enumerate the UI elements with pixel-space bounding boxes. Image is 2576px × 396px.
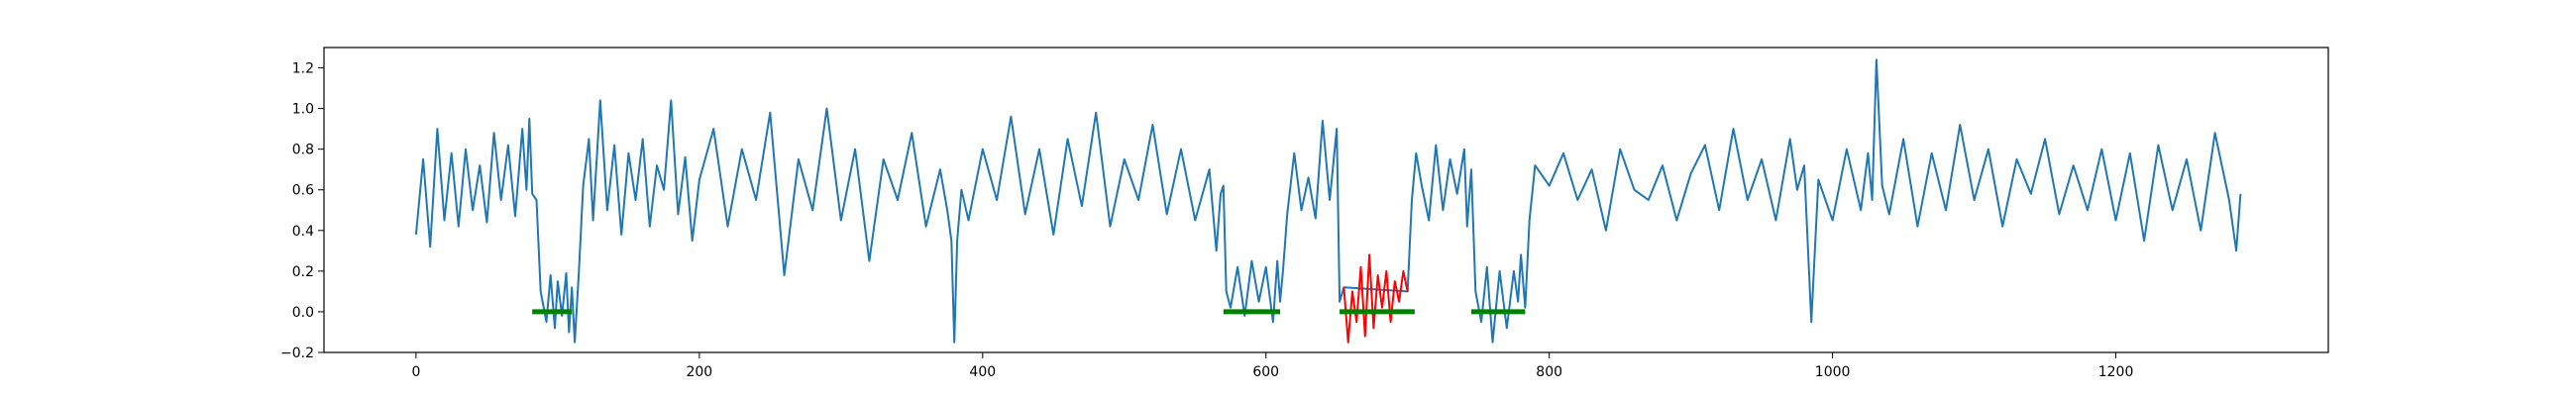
- x-tick-label: 400: [969, 364, 996, 380]
- y-axis: −0.2 0.0 0.2 0.4 0.6 0.8 1.0 1.2: [280, 61, 324, 361]
- y-tick-label: 0.0: [292, 305, 314, 321]
- x-tick-label: 1000: [1815, 364, 1851, 380]
- x-tick-label: 200: [686, 364, 712, 380]
- y-tick-label: 0.4: [292, 224, 314, 240]
- chart-marks: [414, 58, 2242, 344]
- y-tick-label: 1.0: [292, 102, 314, 118]
- x-tick-label: 800: [1536, 364, 1562, 380]
- y-tick-label: 0.6: [292, 183, 314, 199]
- red-segment-line: [1342, 253, 1409, 344]
- x-tick-label: 1200: [2098, 364, 2134, 380]
- plot-area-frame: [323, 47, 2329, 353]
- signal-series-line: [414, 58, 2242, 344]
- x-axis: 0 200 400 600 800 1000 1200: [411, 352, 2133, 380]
- y-tick-label: 1.2: [292, 61, 314, 77]
- y-tick-label: 0.2: [292, 264, 314, 280]
- x-tick-label: 600: [1252, 364, 1279, 380]
- x-tick-label: 0: [411, 364, 420, 380]
- y-tick-label: −0.2: [280, 346, 314, 361]
- y-tick-label: 0.8: [292, 143, 314, 158]
